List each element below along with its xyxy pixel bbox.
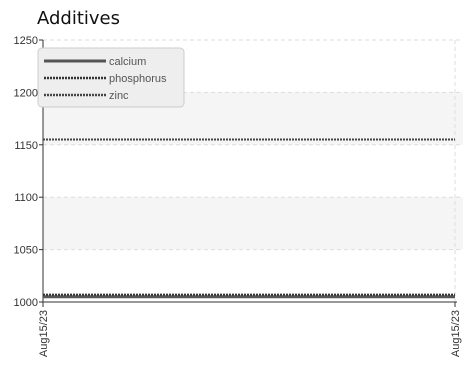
- y-tick-label: 1000: [14, 297, 38, 309]
- plot-band: [43, 197, 463, 250]
- y-tick-label: 1100: [14, 192, 38, 204]
- legend-label-calcium: calcium: [109, 56, 146, 68]
- legend-label-phosphorus: phosphorus: [109, 73, 167, 85]
- x-tick-label: Aug15/23: [38, 310, 50, 357]
- y-tick-label: 1150: [14, 140, 38, 152]
- y-tick-label: 1250: [14, 35, 38, 47]
- x-tick-label: Aug15/23: [450, 310, 462, 357]
- y-tick-label: 1050: [14, 245, 38, 257]
- x-ticks: Aug15/23 Aug15/23: [38, 302, 462, 357]
- chart-title: Additives: [37, 8, 120, 29]
- legend: calcium phosphorus zinc: [37, 47, 185, 108]
- series-lines: [43, 138, 455, 299]
- legend-box: [37, 47, 185, 108]
- plot-bands: [43, 92, 463, 250]
- y-tick-label: 1200: [14, 87, 38, 99]
- legend-label-zinc: zinc: [109, 90, 129, 102]
